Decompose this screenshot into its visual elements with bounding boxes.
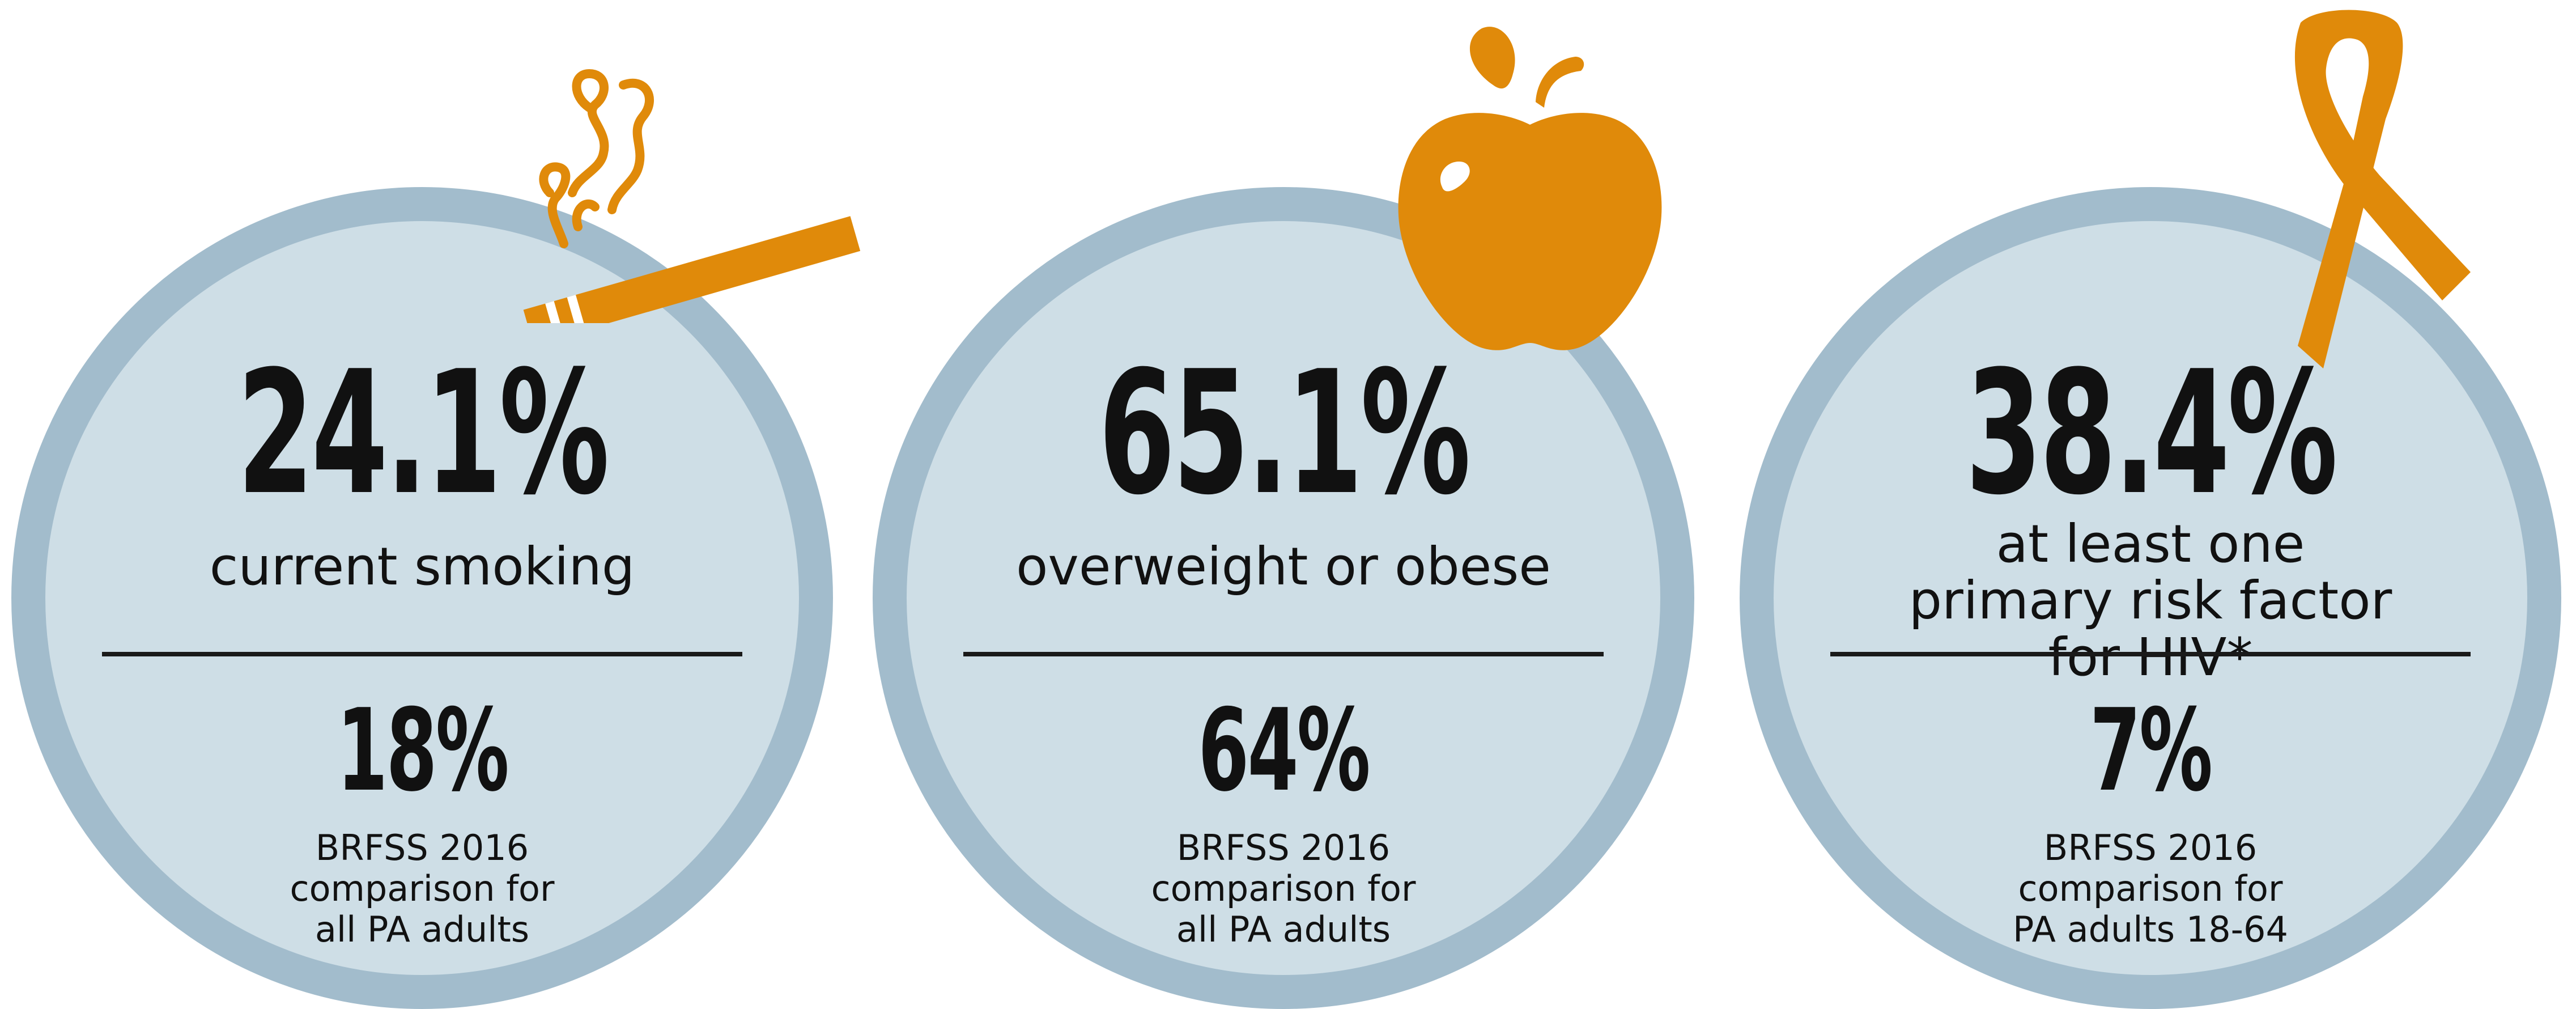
stat-value: 65.1%	[1098, 334, 1471, 532]
awareness-ribbon-icon	[2267, 6, 2482, 368]
comparison-note-line: comparison for	[2018, 868, 2283, 909]
comparison-note-line: BRFSS 2016	[315, 827, 529, 868]
comparison-note-line: comparison for	[290, 868, 555, 909]
comparison-note-line: BRFSS 2016	[2043, 827, 2258, 868]
stat-card-smoking: 24.1% current smoking 18% BRFSS 2016 com…	[11, 187, 833, 1009]
comparison-value: 7%	[2089, 685, 2213, 817]
comparison-value: 64%	[1198, 685, 1370, 817]
comparison-value: 18%	[337, 685, 509, 817]
comparison-note: BRFSS 2016 comparison for PA adults 18-6…	[1887, 828, 2414, 950]
comparison-note: BRFSS 2016 comparison for all PA adults	[1020, 828, 1547, 950]
comparison-note-line: BRFSS 2016	[1176, 827, 1391, 868]
stat-label: current smoking	[209, 536, 635, 597]
comparison-note-line: PA adults 18-64	[2013, 909, 2288, 950]
apple-icon	[1388, 17, 1672, 351]
stat-value: 24.1%	[237, 334, 610, 532]
comparison-note: BRFSS 2016 comparison for all PA adults	[159, 828, 686, 950]
stat-card-weight: 65.1% overweight or obese 64% BRFSS 2016…	[873, 187, 1694, 1009]
stat-label: at least one primary risk factor for HIV…	[1908, 514, 2392, 688]
stat-label: overweight or obese	[1016, 536, 1551, 597]
comparison-note-line: all PA adults	[314, 909, 530, 950]
divider	[102, 652, 742, 656]
divider	[963, 652, 1604, 656]
stat-card-hiv-risk: 38.4% at least one primary risk factor f…	[1740, 187, 2561, 1009]
comparison-note-line: comparison for	[1151, 868, 1416, 909]
divider	[1830, 652, 2471, 656]
comparison-note-line: all PA adults	[1176, 909, 1391, 950]
stat-value: 38.4%	[1965, 334, 2338, 532]
cigarette-icon	[510, 62, 873, 323]
